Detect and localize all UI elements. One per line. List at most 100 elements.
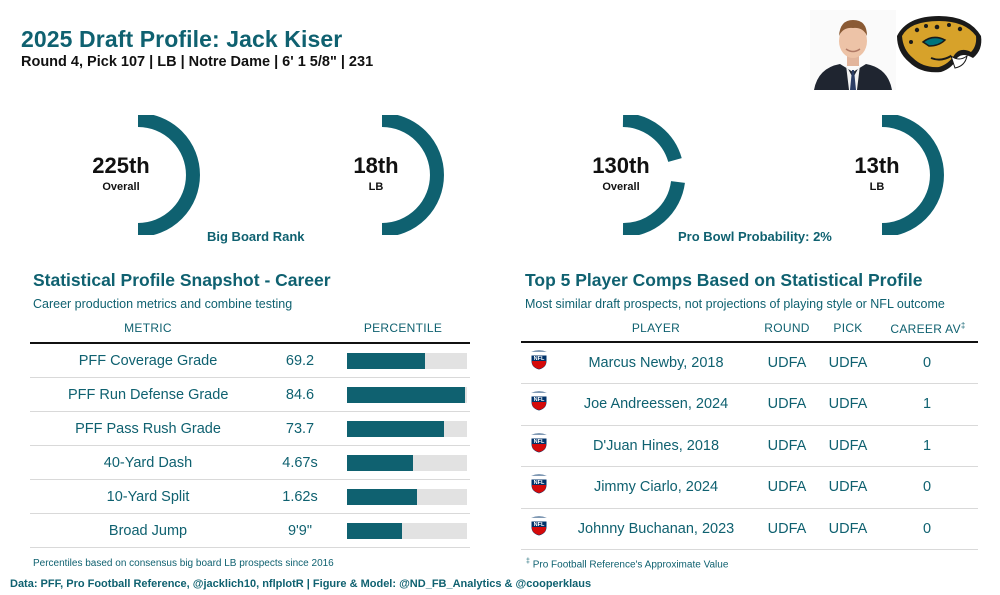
comp-round: UDFA bbox=[767, 437, 807, 454]
percentile-bar bbox=[347, 489, 417, 505]
percentile-bar-track bbox=[347, 353, 467, 369]
comp-player: Marcus Newby, 2018 bbox=[588, 355, 724, 371]
stat-row: PFF Pass Rush Grade 73.7 bbox=[30, 412, 470, 446]
svg-text:NFL: NFL bbox=[534, 522, 545, 528]
gauge-label: Overall bbox=[602, 181, 640, 193]
player-headshot bbox=[810, 10, 896, 90]
comps-footnote: ‡ Pro Football Reference's Approximate V… bbox=[526, 558, 728, 570]
comp-player: Joe Andreessen, 2024 bbox=[583, 396, 729, 413]
comp-player: D'Juan Hines, 2018 bbox=[592, 437, 720, 454]
gauge-value: 225th bbox=[92, 153, 150, 178]
nfl-shield-icon: NFL bbox=[530, 473, 548, 495]
comps-title: Top 5 Player Comps Based on Statistical … bbox=[525, 270, 923, 290]
metric-name: Broad Jump bbox=[108, 523, 188, 539]
comp-career-av: 0 bbox=[922, 355, 932, 371]
comp-career-av: 1 bbox=[922, 396, 932, 413]
comp-row: NFL Johnny Buchanan, 2023 UDFA UDFA 0 bbox=[521, 509, 978, 550]
stat-row: PFF Run Defense Grade 84.6 bbox=[30, 378, 470, 412]
player-column-header: PLAYER bbox=[631, 321, 681, 335]
gauge-big-board-overall: 225th Overall bbox=[92, 115, 228, 235]
comp-round: UDFA bbox=[767, 479, 807, 496]
metric-name: PFF Run Defense Grade bbox=[68, 387, 229, 403]
metric-name: PFF Coverage Grade bbox=[78, 353, 218, 369]
metric-name: PFF Pass Rush Grade bbox=[75, 421, 221, 437]
gauge-big-board-position: 18th LB bbox=[342, 115, 472, 235]
comp-career-av: 1 bbox=[922, 437, 932, 454]
metric-value: 1.62s bbox=[282, 489, 318, 505]
page-title: 2025 Draft Profile: Jack Kiser bbox=[21, 26, 343, 52]
nfl-shield-icon: NFL bbox=[530, 515, 548, 537]
career-av-header-mark: ‡ bbox=[960, 321, 966, 330]
metric-value: 9'9" bbox=[287, 523, 313, 539]
percentile-bar-track bbox=[347, 421, 467, 437]
metric-name: 40-Yard Dash bbox=[103, 455, 193, 471]
comp-pick: UDFA bbox=[828, 355, 868, 371]
metric-name: 10-Yard Split bbox=[106, 489, 190, 505]
comps-footnote-mark: ‡ bbox=[526, 558, 530, 565]
credits: Data: PFF, Pro Football Reference, @jack… bbox=[10, 578, 592, 590]
gauge-value: 130th bbox=[592, 153, 650, 178]
nfl-shield-icon: NFL bbox=[530, 390, 548, 412]
stat-profile-subtitle: Career production metrics and combine te… bbox=[33, 297, 293, 311]
comp-pick: UDFA bbox=[828, 520, 868, 537]
comp-player: Johnny Buchanan, 2023 bbox=[577, 520, 735, 537]
comp-row: NFL Jimmy Ciarlo, 2024 UDFA UDFA 0 bbox=[521, 467, 978, 509]
comp-player: Jimmy Ciarlo, 2024 bbox=[593, 479, 719, 496]
gauge-value: 18th bbox=[353, 153, 399, 178]
metric-column-header: METRIC bbox=[124, 321, 172, 335]
comp-career-av: 0 bbox=[922, 479, 932, 496]
gauge-label: LB bbox=[368, 181, 384, 193]
percentile-bar bbox=[347, 387, 465, 403]
metric-value: 4.67s bbox=[282, 455, 318, 471]
nfl-shield-icon: NFL bbox=[530, 349, 548, 371]
jaguars-logo bbox=[893, 12, 983, 76]
gauge-pro-bowl-overall: 130th Overall bbox=[583, 115, 713, 235]
comp-pick: UDFA bbox=[828, 396, 868, 413]
svg-text:NFL: NFL bbox=[534, 356, 545, 362]
gauge-label: LB bbox=[869, 181, 885, 193]
metric-value: 69.2 bbox=[285, 353, 315, 369]
gauge-value: 13th bbox=[854, 153, 900, 178]
gauge-arc bbox=[881, 115, 944, 235]
stat-row: 10-Yard Split 1.62s bbox=[30, 480, 470, 514]
stat-row: Broad Jump 9'9" bbox=[30, 514, 470, 548]
comp-career-av: 0 bbox=[922, 520, 932, 537]
percentile-bar-track bbox=[347, 455, 467, 471]
pick-column-header: PICK bbox=[833, 321, 863, 335]
comp-round: UDFA bbox=[767, 355, 807, 371]
gauge-arc bbox=[381, 115, 444, 235]
nfl-shield-icon: NFL bbox=[530, 432, 548, 454]
svg-text:NFL: NFL bbox=[534, 480, 545, 486]
table-header-rule bbox=[30, 342, 470, 344]
svg-text:NFL: NFL bbox=[534, 397, 545, 403]
percentile-bar-track bbox=[347, 387, 467, 403]
comp-row: NFL Joe Andreessen, 2024 UDFA UDFA 1 bbox=[521, 384, 978, 426]
percentile-bar bbox=[347, 353, 425, 369]
round-column-header: ROUND bbox=[764, 321, 810, 335]
career-av-header-text: CAREER AV bbox=[890, 322, 961, 336]
comp-pick: UDFA bbox=[828, 437, 868, 454]
metric-value: 73.7 bbox=[285, 421, 315, 437]
comp-round: UDFA bbox=[767, 520, 807, 537]
comps-footnote-text: Pro Football Reference's Approximate Val… bbox=[532, 559, 729, 571]
gauge-arc bbox=[622, 115, 685, 235]
pro-bowl-caption: Pro Bowl Probability: 2% bbox=[678, 229, 832, 244]
percentile-bar-track bbox=[347, 489, 467, 505]
comp-row: NFL D'Juan Hines, 2018 UDFA UDFA 1 bbox=[521, 426, 978, 468]
gauge-arc bbox=[137, 115, 200, 235]
stat-profile-title: Statistical Profile Snapshot - Career bbox=[33, 270, 331, 290]
stat-row: 40-Yard Dash 4.67s bbox=[30, 446, 470, 480]
stat-profile-footnote: Percentiles based on consensus big board… bbox=[33, 558, 334, 569]
metric-value: 84.6 bbox=[285, 387, 315, 403]
comps-subtitle: Most similar draft prospects, not projec… bbox=[525, 297, 945, 311]
stat-row: PFF Coverage Grade 69.2 bbox=[30, 344, 470, 378]
comps-header-rule bbox=[521, 341, 978, 343]
svg-text:NFL: NFL bbox=[534, 439, 545, 445]
percentile-bar-track bbox=[347, 523, 467, 539]
gauge-label: Overall bbox=[102, 181, 140, 193]
gauge-pro-bowl-position: 13th LB bbox=[842, 115, 972, 235]
percentile-bar bbox=[347, 523, 402, 539]
career-av-column-header: CAREER AV‡ bbox=[883, 321, 973, 336]
comp-pick: UDFA bbox=[828, 479, 868, 496]
percentile-bar bbox=[347, 421, 444, 437]
